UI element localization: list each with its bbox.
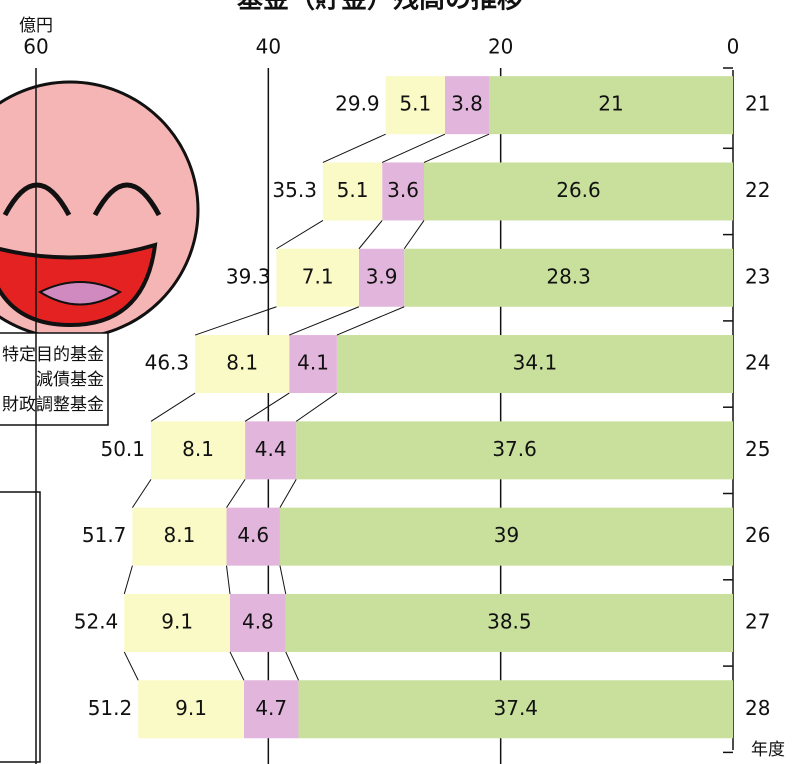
value-label: 26.6: [556, 178, 601, 202]
chart: 基金（貯金）残高の推移 億円 年度 0 20 40 60 21 21 3.8 5.1 29.9 2…: [0, 0, 798, 764]
connector: [227, 566, 230, 594]
value-label: 9.1: [175, 696, 207, 720]
legend-label: 減債基金: [36, 370, 104, 390]
chart-title: 基金（貯金）残高の推移: [237, 0, 523, 15]
note-box: [0, 492, 40, 762]
value-label: 4.4: [255, 437, 287, 461]
y-tick-label: 21: [745, 92, 770, 116]
value-label: 8.1: [182, 437, 214, 461]
value-label: 4.7: [255, 696, 287, 720]
total-label: 52.4: [74, 609, 119, 633]
total-label: 29.9: [335, 92, 380, 116]
value-label: 37.4: [494, 696, 539, 720]
y-tick-label: 25: [745, 437, 770, 461]
value-label: 38.5: [487, 609, 532, 633]
total-label: 39.3: [226, 264, 271, 288]
connector: [124, 566, 132, 594]
y-tick-label: 28: [745, 696, 770, 720]
connector: [230, 652, 244, 680]
x-tick-label: 20: [488, 35, 513, 59]
connector: [337, 307, 404, 335]
x-tick-label: 0: [727, 35, 740, 59]
connector: [151, 393, 195, 421]
connector: [132, 479, 151, 507]
connector: [227, 479, 246, 507]
value-label: 5.1: [399, 92, 431, 116]
face-illustration: [0, 82, 198, 338]
x-axis-label: 億円: [19, 16, 53, 36]
value-label: 9.1: [161, 609, 193, 633]
legend-label: 財政調整基金: [2, 395, 104, 415]
value-label: 4.1: [297, 351, 329, 375]
connector: [382, 134, 445, 162]
y-tick-label: 26: [745, 523, 770, 547]
connector: [404, 220, 424, 248]
value-label: 5.1: [337, 178, 369, 202]
connector: [245, 393, 289, 421]
y-tick-label: 27: [745, 609, 770, 633]
value-label: 39: [494, 523, 519, 547]
connector: [424, 134, 489, 162]
connector: [280, 479, 296, 507]
y-tick-label: 22: [745, 178, 770, 202]
value-label: 28.3: [546, 264, 591, 288]
connector: [280, 566, 286, 594]
x-tick-label: 40: [256, 35, 281, 59]
connector: [289, 307, 359, 335]
value-label: 8.1: [164, 523, 196, 547]
total-label: 50.1: [100, 437, 145, 461]
connector: [359, 220, 382, 248]
value-label: 4.6: [237, 523, 269, 547]
value-label: 34.1: [513, 351, 558, 375]
x-tick-label: 60: [23, 35, 48, 59]
value-label: 37.6: [492, 437, 537, 461]
connector: [195, 307, 276, 335]
connector: [124, 652, 138, 680]
total-label: 46.3: [145, 351, 190, 375]
legend-label: 特定目的基金: [2, 345, 104, 365]
value-label: 8.1: [226, 351, 258, 375]
total-label: 51.7: [82, 523, 127, 547]
value-label: 21: [598, 92, 623, 116]
value-label: 3.9: [366, 264, 398, 288]
value-label: 4.8: [242, 609, 274, 633]
value-label: 3.6: [387, 178, 419, 202]
connector: [296, 393, 337, 421]
connector: [276, 220, 322, 248]
y-tick-label: 23: [745, 264, 770, 288]
connector: [286, 652, 299, 680]
connector: [323, 134, 386, 162]
value-label: 3.8: [451, 92, 483, 116]
y-tick-label: 24: [745, 351, 770, 375]
total-label: 35.3: [272, 178, 317, 202]
y-axis-label: 年度: [751, 740, 785, 760]
value-label: 7.1: [302, 264, 334, 288]
total-label: 51.2: [88, 696, 133, 720]
